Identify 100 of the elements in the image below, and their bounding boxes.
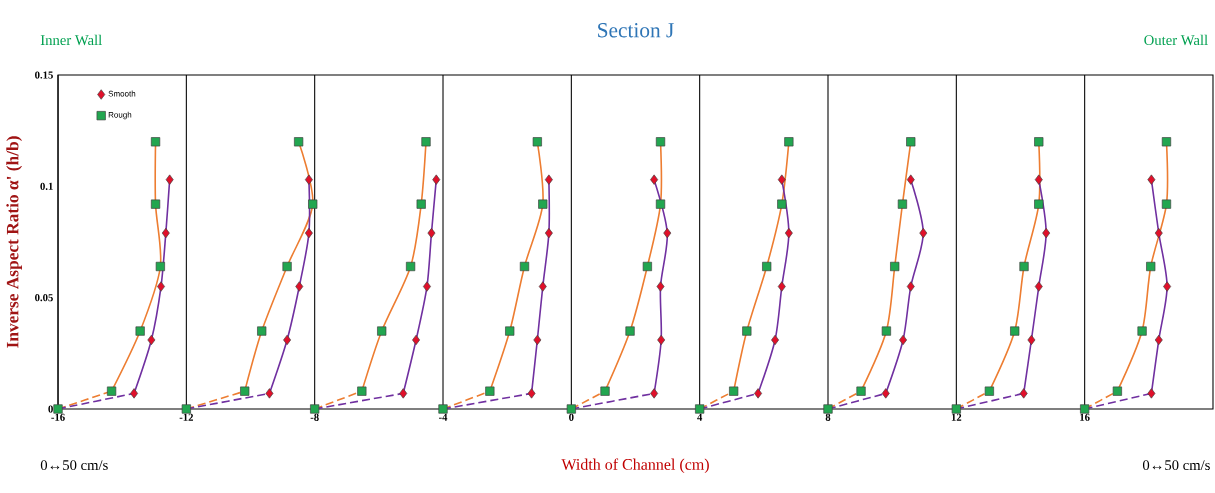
- x-axis-title: Width of Channel (cm): [561, 458, 709, 474]
- point: [150, 137, 161, 147]
- point: [155, 261, 165, 272]
- point: [438, 404, 448, 414]
- point: [919, 227, 928, 239]
- point: [1019, 261, 1029, 272]
- point: [427, 227, 436, 239]
- point: [157, 281, 165, 292]
- point: [729, 386, 739, 396]
- point: [377, 326, 387, 336]
- text: Inner Wall: [40, 34, 102, 46]
- point: [106, 386, 117, 396]
- point: [642, 261, 652, 272]
- legend-label: Smooth: [108, 90, 136, 97]
- point: [881, 388, 890, 399]
- point: [1147, 388, 1156, 399]
- x-tick-label: 16: [1080, 413, 1090, 421]
- point: [399, 388, 408, 399]
- point: [663, 227, 672, 239]
- point: [1042, 227, 1051, 239]
- point: [257, 326, 267, 336]
- y-tick-label: 0.15: [35, 71, 53, 79]
- point: [130, 388, 138, 399]
- point: [906, 281, 915, 292]
- point: [1027, 334, 1036, 346]
- point: [906, 137, 916, 147]
- point: [432, 174, 441, 185]
- point: [1010, 326, 1020, 336]
- point: [742, 326, 752, 336]
- point: [777, 199, 787, 209]
- point: [881, 326, 891, 336]
- point: [984, 386, 994, 396]
- point: [777, 174, 786, 185]
- point: [762, 261, 772, 272]
- point: [282, 261, 292, 272]
- y-axis-title: Inverse Aspect Ratio α' (h/b): [6, 136, 22, 348]
- point: [1112, 386, 1122, 396]
- point: [771, 334, 780, 346]
- point: [538, 281, 547, 292]
- point: [656, 281, 665, 292]
- point: [485, 386, 495, 396]
- point: [406, 261, 416, 272]
- point: [308, 199, 318, 209]
- point: [165, 174, 174, 185]
- point: [1034, 137, 1044, 147]
- x-tick-label: -4: [438, 413, 448, 421]
- point: [600, 386, 610, 396]
- point: [1034, 281, 1043, 292]
- point: [505, 326, 515, 336]
- text: 0↔50 cm/s: [40, 460, 108, 471]
- x-tick-label: 8: [825, 413, 831, 421]
- point: [695, 404, 705, 414]
- point: [655, 199, 666, 209]
- point: [265, 388, 274, 399]
- point: [777, 281, 786, 292]
- x-tick-label: -12: [179, 413, 193, 421]
- point: [1147, 174, 1156, 185]
- point: [532, 137, 542, 147]
- point: [544, 174, 553, 185]
- point: [544, 227, 553, 239]
- point: [1161, 137, 1172, 147]
- point: [294, 137, 304, 147]
- point: [1154, 227, 1163, 239]
- point: [897, 199, 908, 209]
- point: [147, 334, 156, 346]
- point: [1019, 388, 1028, 399]
- point: [784, 137, 794, 147]
- point: [533, 334, 542, 346]
- point: [295, 281, 304, 292]
- point: [304, 174, 313, 185]
- point: [1137, 326, 1147, 336]
- point: [150, 199, 161, 209]
- point: [655, 137, 666, 147]
- point: [951, 404, 961, 414]
- point: [754, 388, 762, 399]
- x-tick-label: -8: [310, 413, 319, 421]
- y-tick-label: 0: [48, 405, 53, 413]
- point: [566, 404, 576, 414]
- point: [657, 334, 666, 346]
- point: [357, 386, 367, 396]
- point: [181, 404, 191, 414]
- point: [899, 334, 908, 346]
- point: [1154, 334, 1163, 346]
- point: [310, 404, 320, 414]
- x-tick-label: 4: [697, 413, 703, 421]
- point: [1034, 199, 1044, 209]
- point: [650, 388, 659, 399]
- point: [527, 388, 536, 399]
- point: [283, 334, 292, 346]
- point: [1034, 174, 1043, 185]
- point: [1163, 281, 1172, 292]
- point: [304, 227, 313, 239]
- point: [538, 199, 548, 209]
- point: [1080, 404, 1090, 414]
- point: [1146, 261, 1156, 272]
- point: [856, 386, 866, 396]
- point: [823, 404, 833, 414]
- point: [161, 227, 170, 239]
- legend-label: Rough: [108, 111, 132, 120]
- point: [423, 281, 431, 292]
